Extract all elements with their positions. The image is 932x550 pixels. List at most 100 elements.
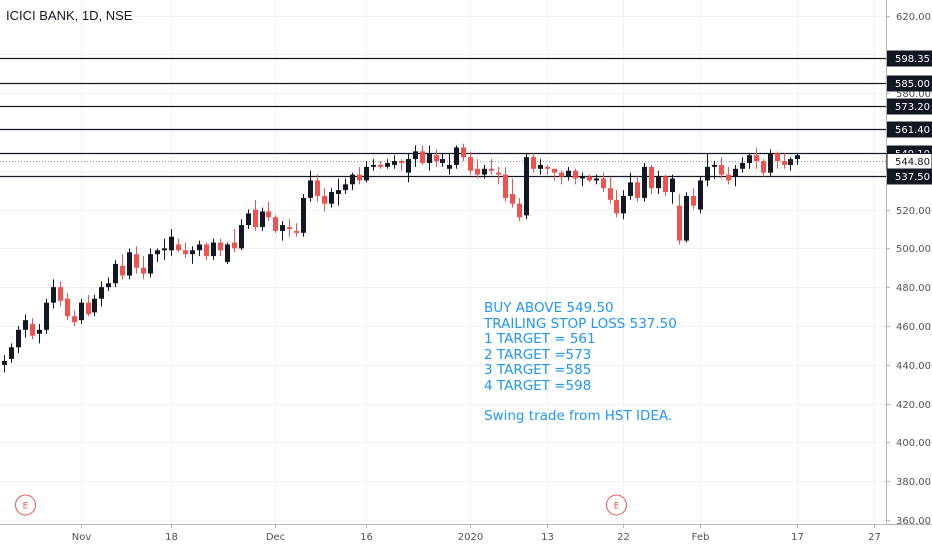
candle-body [788, 159, 793, 165]
candle [468, 151, 473, 175]
candle-body [183, 250, 188, 255]
candle-body [308, 180, 313, 198]
candle [113, 259, 118, 288]
candle [573, 168, 578, 185]
earnings-event-marker[interactable]: E [15, 494, 36, 516]
time-axis[interactable]: Nov 18 Dec 16 2020 13 22 Feb 17 27 [72, 524, 881, 543]
candle-body [169, 236, 174, 251]
candle-body [343, 184, 348, 191]
candle-body [294, 230, 299, 233]
candle-body [684, 195, 689, 241]
candle-body [190, 250, 195, 255]
event-circle [606, 494, 627, 516]
horizontal-levels[interactable] [0, 57, 886, 178]
candle [531, 153, 536, 173]
candle-body [322, 195, 327, 204]
candle [698, 176, 703, 214]
candle-body [266, 211, 271, 218]
candle-body [350, 174, 355, 185]
candle-body [649, 166, 654, 189]
price-tag-label: 537.50 [895, 172, 930, 183]
candle [670, 174, 675, 204]
candle-body [37, 329, 42, 334]
candle-body [677, 205, 682, 241]
candle-body [761, 161, 766, 173]
candle [190, 246, 195, 264]
candle-body [726, 174, 731, 181]
candle [621, 190, 626, 220]
y-tick-label: 460.00 [896, 322, 931, 333]
candle-body [92, 298, 97, 313]
candle [782, 153, 787, 169]
candle [684, 192, 689, 243]
candlesticks [2, 143, 800, 373]
candle-body [489, 168, 494, 171]
candle-body [273, 217, 278, 231]
candle [120, 254, 125, 280]
candle-body [524, 157, 529, 216]
price-tag-label: 585.00 [895, 79, 930, 90]
candle [86, 294, 91, 317]
candle [510, 178, 515, 208]
candle-body [176, 244, 181, 251]
candle-body [747, 155, 752, 163]
grid-lines [0, 0, 886, 524]
candle-body [614, 199, 619, 214]
candle [726, 166, 731, 185]
candle-body [670, 178, 675, 193]
event-circle [15, 494, 36, 516]
candle [246, 209, 251, 229]
candle [371, 159, 376, 171]
candle-body [510, 194, 515, 204]
x-tick-label: 27 [868, 532, 881, 543]
candle [357, 166, 362, 185]
candle [99, 281, 104, 307]
candle-body [51, 287, 56, 303]
candle [489, 159, 494, 175]
candle-body [141, 267, 146, 274]
candle-body [496, 172, 501, 175]
note-line-5: 3 TARGET =585 [484, 362, 592, 379]
candle [545, 164, 550, 175]
candle-body [587, 176, 592, 181]
candle-body [2, 360, 7, 365]
candle-body [385, 162, 390, 167]
candle [761, 159, 766, 177]
x-tick-label: 18 [165, 532, 178, 543]
candle-body [580, 176, 585, 179]
candle-body [447, 164, 452, 169]
candle [392, 155, 397, 169]
candle [378, 161, 383, 169]
candle [691, 188, 696, 210]
price-tag-box [887, 75, 932, 92]
candle [44, 298, 49, 334]
x-tick-label: Nov [72, 532, 92, 543]
earnings-event-marker[interactable]: E [606, 494, 627, 516]
candle [301, 194, 306, 237]
candle-body [23, 320, 28, 330]
candle [287, 219, 292, 237]
y-tick-label: 440.00 [896, 361, 931, 372]
candle-body [420, 151, 425, 163]
candle [204, 242, 209, 260]
price-tags: 598.35585.00573.20561.40549.10544.80537.… [886, 50, 932, 185]
candle-body [204, 244, 209, 257]
candle [65, 292, 70, 321]
candle-body [608, 188, 613, 200]
candle [155, 248, 160, 262]
candle-body [155, 250, 160, 255]
trade-note: BUY ABOVE 549.50 TRAILING STOP LOSS 537.… [484, 300, 677, 424]
y-tick-label: 380.00 [896, 477, 931, 488]
x-tick-label: Dec [266, 532, 285, 543]
candle [656, 170, 661, 195]
candle-body [754, 155, 759, 162]
candle-body [148, 254, 153, 274]
candle-body [503, 174, 508, 198]
y-tick-label: 420.00 [896, 400, 931, 411]
candle [183, 242, 188, 259]
price-tag: 561.40 [887, 121, 932, 138]
candle-body [468, 157, 473, 171]
candle [496, 166, 501, 185]
